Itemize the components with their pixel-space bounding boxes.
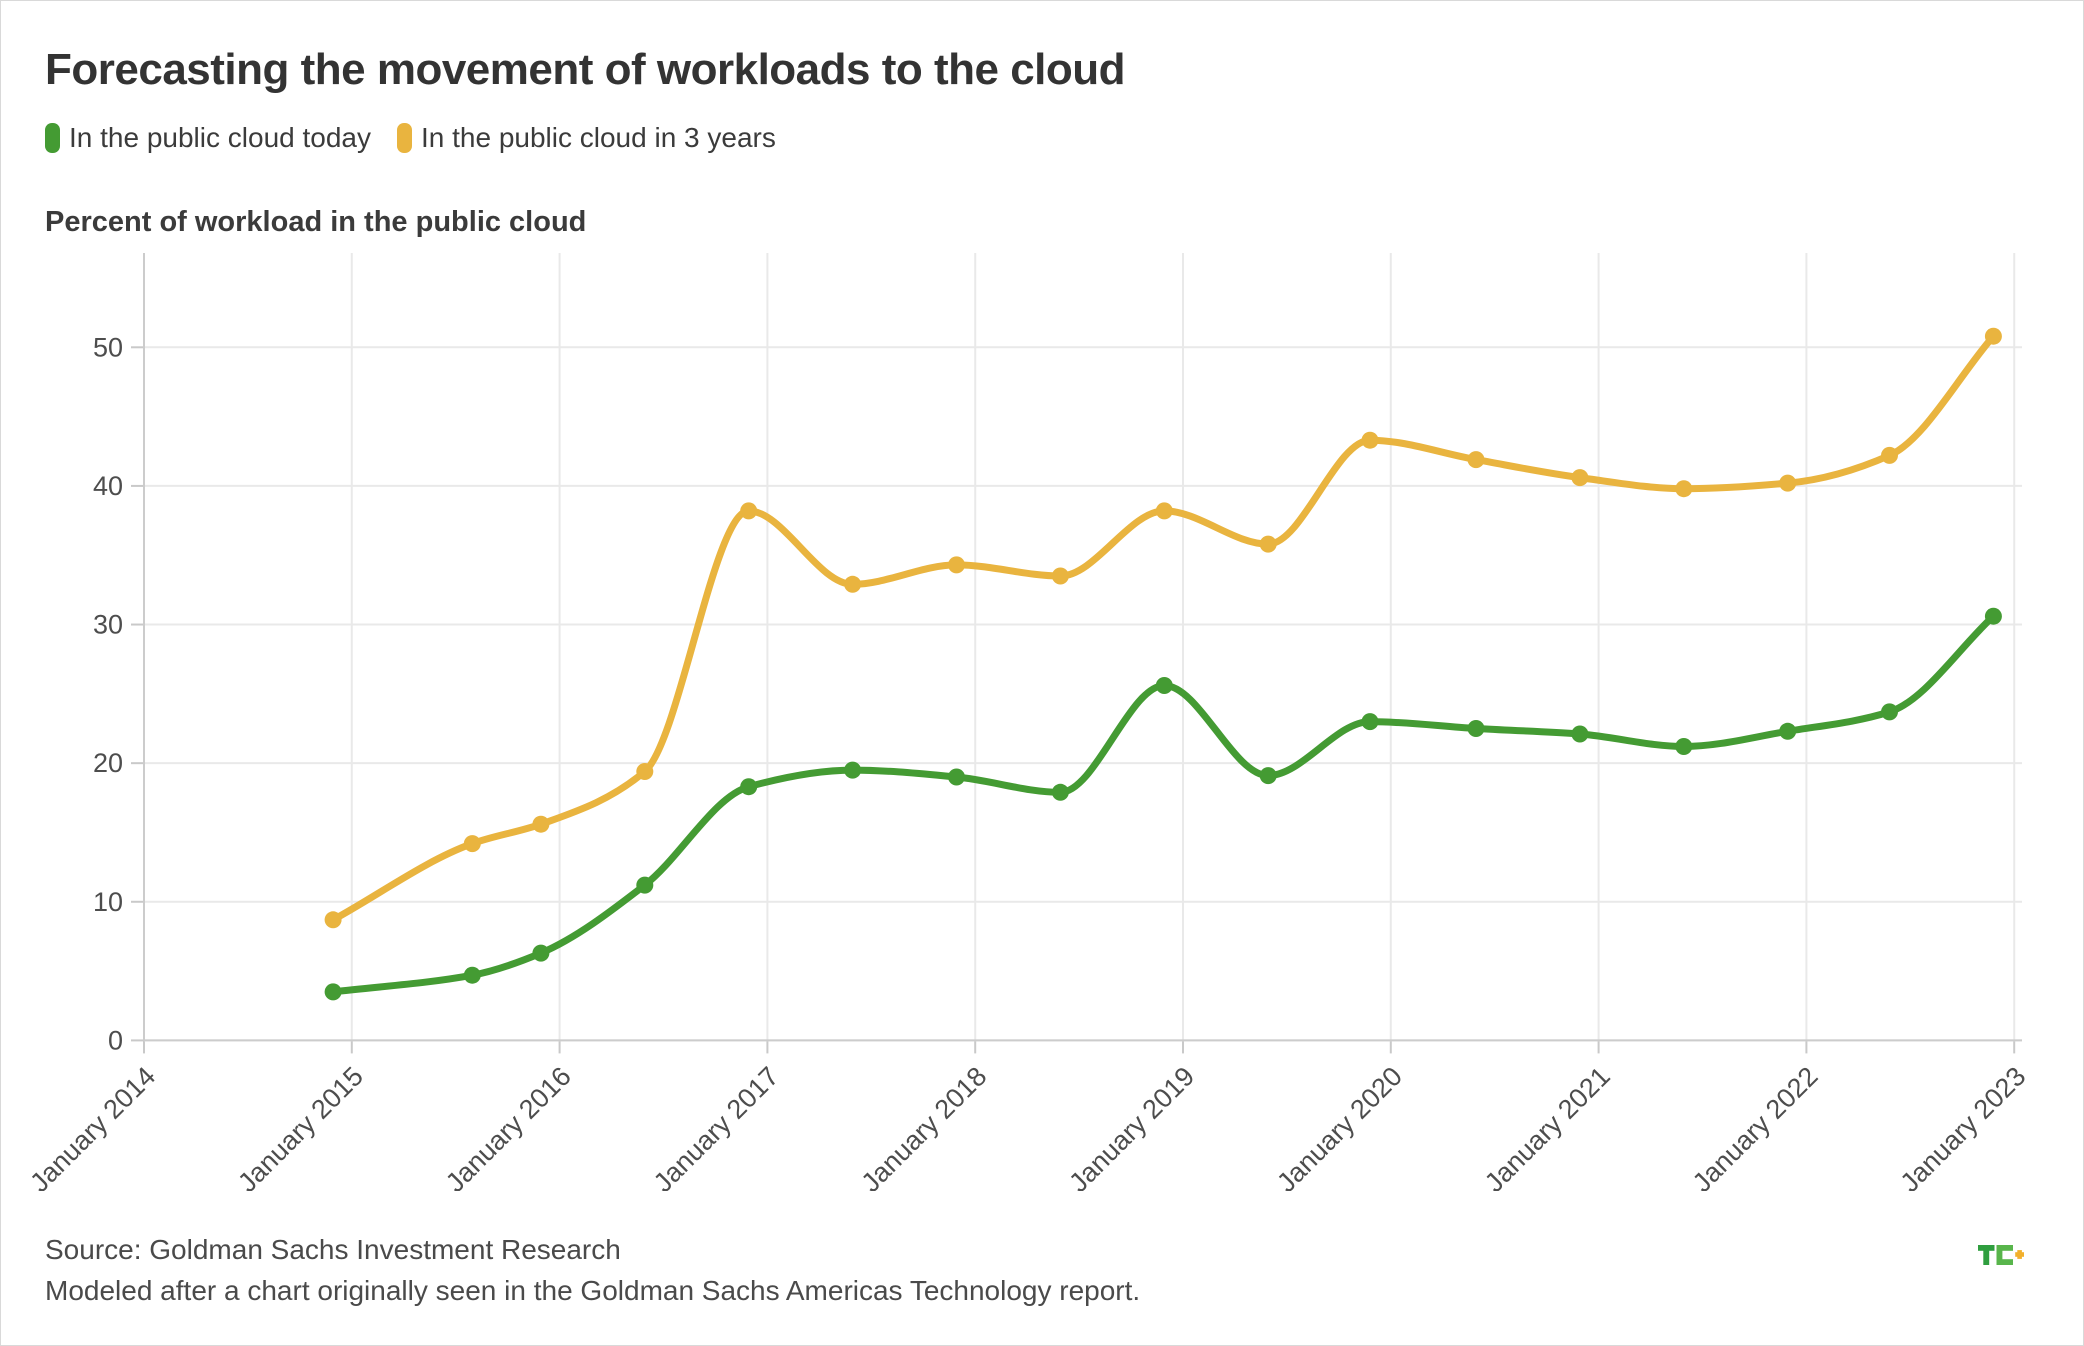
x-tick-label: January 2018	[856, 1061, 993, 1191]
data-point	[463, 966, 481, 984]
data-point	[1467, 720, 1485, 737]
data-point	[1675, 480, 1693, 498]
data-point	[1779, 722, 1797, 740]
data-point	[532, 944, 550, 962]
data-point	[844, 575, 862, 593]
x-tick-label: January 2023	[1895, 1061, 2032, 1191]
data-point	[1361, 713, 1379, 731]
x-tick-label: January 2021	[1479, 1061, 1616, 1191]
series-line-1	[329, 332, 1997, 924]
data-point	[636, 763, 654, 780]
y-tick-label: 40	[93, 471, 123, 501]
legend-label: In the public cloud today	[69, 122, 371, 153]
data-point	[1259, 767, 1277, 785]
tc-letter-t	[1978, 1245, 1995, 1265]
data-point	[1881, 703, 1898, 721]
techcrunch-plus-logo	[1978, 1245, 2024, 1265]
data-point	[1779, 474, 1797, 492]
data-point	[1881, 446, 1898, 464]
x-tick-label: January 2019	[1063, 1061, 1200, 1191]
series-line-0	[329, 612, 1997, 996]
data-point	[636, 876, 654, 894]
y-tick-label: 0	[108, 1025, 123, 1055]
x-tick-label: January 2016	[440, 1061, 577, 1191]
source-line-1: Source: Goldman Sachs Investment Researc…	[45, 1234, 621, 1265]
data-point	[1467, 451, 1485, 469]
y-tick-label: 20	[93, 748, 123, 778]
legend: In the public cloud today In the public …	[45, 122, 776, 154]
y-tick-label: 10	[93, 887, 123, 917]
source-note: Source: Goldman Sachs Investment Researc…	[45, 1229, 1140, 1311]
data-point	[1259, 535, 1277, 553]
data-point	[948, 768, 965, 786]
source-line-2: Modeled after a chart originally seen in…	[45, 1275, 1141, 1306]
x-tick-label: January 2015	[232, 1061, 369, 1191]
y-axis-title: Percent of workload in the public cloud	[45, 206, 587, 238]
x-tick-label: January 2020	[1271, 1061, 1408, 1191]
workload-line-chart: January 2014 January 2015 January 2016 Janu…	[24, 253, 2032, 1191]
data-point	[740, 778, 758, 796]
legend-label: In the public cloud in 3 years	[420, 122, 776, 153]
legend-swatch-green	[45, 123, 60, 153]
data-point	[1675, 738, 1693, 755]
x-tick-label: January 2014	[24, 1061, 161, 1191]
y-tick-label: 30	[93, 610, 123, 640]
data-point	[1155, 677, 1173, 694]
data-point	[740, 502, 758, 520]
data-point	[1155, 502, 1173, 520]
data-point	[324, 911, 342, 929]
data-point	[463, 835, 481, 853]
plus-icon	[2015, 1250, 2024, 1259]
data-point	[844, 761, 862, 779]
data-point	[532, 815, 550, 833]
data-point	[1984, 327, 2002, 345]
data-point	[324, 983, 342, 1001]
data-point	[1051, 567, 1069, 585]
data-point	[948, 556, 965, 574]
data-point	[1051, 783, 1069, 801]
legend-item-today: In the public cloud today	[45, 122, 371, 154]
legend-swatch-yellow	[396, 123, 412, 153]
data-point	[1361, 431, 1379, 449]
tc-letter-c	[1996, 1245, 2013, 1265]
data-point	[1571, 469, 1589, 487]
legend-item-3-years: In the public cloud in 3 years	[396, 122, 776, 154]
x-tick-label: January 2022	[1687, 1061, 1824, 1191]
page-title: Forecasting the movement of workloads to…	[45, 45, 1126, 94]
y-tick-label: 50	[93, 332, 123, 362]
data-point	[1571, 725, 1589, 743]
x-tick-label: January 2017	[648, 1061, 785, 1191]
data-point	[1984, 607, 2002, 625]
